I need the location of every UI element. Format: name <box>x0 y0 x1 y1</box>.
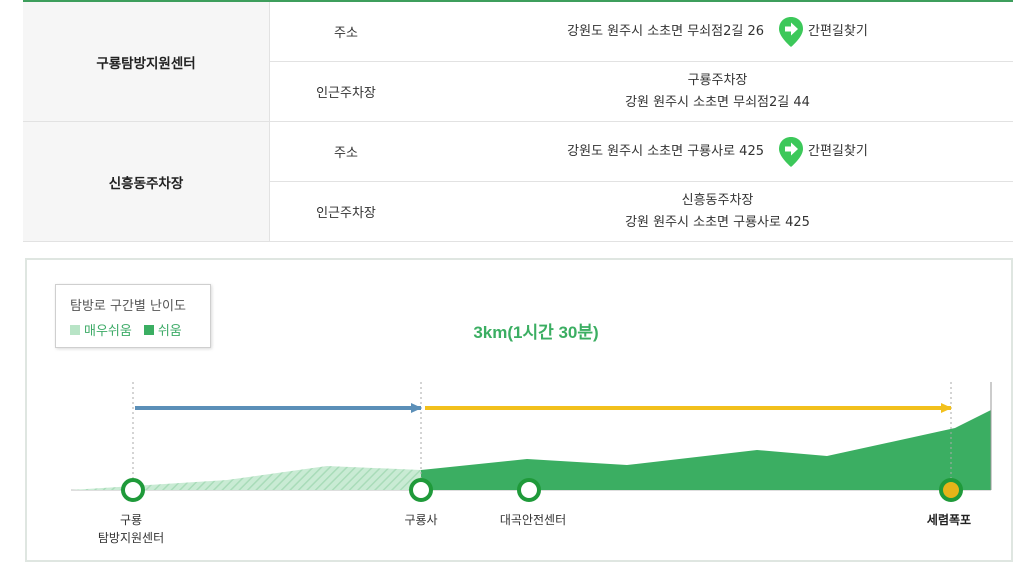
stop-marker <box>517 478 541 502</box>
stop-label: 구룡 <box>120 513 142 527</box>
address-cell: 강원도 원주시 소초면 무쇠점2길 26 간편길찾기 <box>422 2 1013 62</box>
map-pin-arrow-icon <box>779 16 803 47</box>
very-easy-swatch <box>70 324 80 335</box>
parking-cell: 구룡주차장 강원 원주시 소초면 무쇠점2길 44 <box>422 61 1013 122</box>
stop-label: 구룡사 <box>404 513 437 527</box>
place-name: 신흥동주차장 <box>23 121 270 242</box>
address-cell: 강원도 원주시 소초면 구룡사로 425 간편길찾기 <box>422 121 1013 182</box>
difficulty-legend: 탐방로 구간별 난이도 매우쉬움 쉬움 <box>55 284 211 348</box>
address-text: 강원도 원주시 소초면 무쇠점2길 26 <box>567 23 764 39</box>
map-pin-arrow-icon <box>779 136 803 167</box>
legend-label: 매우쉬움 <box>84 324 132 339</box>
route-link-label: 간편길찾기 <box>808 23 868 39</box>
stop-label: 탐방지원센터 <box>98 531 164 545</box>
trail-profile-panel: 3km(1시간 30분) 구룡 탐방지원센터 구룡사 대곡안전센터 세렴폭포 탐… <box>25 258 1013 562</box>
table-row: 신흥동주차장 주소 강원도 원주시 소초면 구룡사로 425 간편길찾기 <box>23 121 1013 242</box>
end-stop-marker <box>939 478 963 502</box>
address-label: 주소 <box>269 121 422 182</box>
table-row: 인근주차장 구룡주차장 강원 원주시 소초면 무쇠점2길 44 <box>23 61 1013 122</box>
easy-section <box>421 410 991 490</box>
parking-name: 신흥동주차장 <box>681 192 754 208</box>
legend-item-very-easy: 매우쉬움 <box>70 320 132 339</box>
trailhead-info-table: 구룡탐방지원센터 주소 강원도 원주시 소초면 무쇠점2길 26 간편길찾기 인… <box>23 0 1013 242</box>
stop-marker <box>409 478 433 502</box>
stop-label: 세렴폭포 <box>927 512 971 527</box>
place-name: 구룡탐방지원센터 <box>23 2 270 122</box>
parking-name: 구룡주차장 <box>687 72 748 88</box>
parking-address: 강원 원주시 소초면 무쇠점2길 44 <box>625 94 810 110</box>
parking-label: 인근주차장 <box>269 61 422 122</box>
elevation-profile: 3km(1시간 30분) 구룡 탐방지원센터 구룡사 대곡안전센터 세렴폭포 <box>71 323 992 545</box>
address-label: 주소 <box>269 2 422 62</box>
address-text: 강원도 원주시 소초면 구룡사로 425 <box>567 143 764 159</box>
parking-label: 인근주차장 <box>269 181 422 242</box>
legend-item-easy: 쉬움 <box>143 320 182 339</box>
legend-label: 쉬움 <box>157 324 182 339</box>
very-easy-section <box>71 466 421 490</box>
parking-cell: 신흥동주차장 강원 원주시 소초면 구룡사로 425 <box>422 181 1013 242</box>
stop-label: 대곡안전센터 <box>500 513 566 527</box>
table-row: 인근주차장 신흥동주차장 강원 원주시 소초면 구룡사로 425 <box>23 181 1013 242</box>
table-row: 구룡탐방지원센터 주소 강원도 원주시 소초면 무쇠점2길 26 간편길찾기 <box>23 2 1013 122</box>
parking-address: 강원 원주시 소초면 구룡사로 425 <box>625 214 810 230</box>
easy-swatch <box>143 324 154 335</box>
route-link[interactable]: 간편길찾기 <box>778 16 868 48</box>
route-link[interactable]: 간편길찾기 <box>778 136 868 168</box>
stop-marker <box>121 478 145 502</box>
route-link-label: 간편길찾기 <box>808 143 868 159</box>
legend-title: 탐방로 구간별 난이도 <box>70 299 186 314</box>
distance-time-label: 3km(1시간 30분) <box>473 323 598 342</box>
